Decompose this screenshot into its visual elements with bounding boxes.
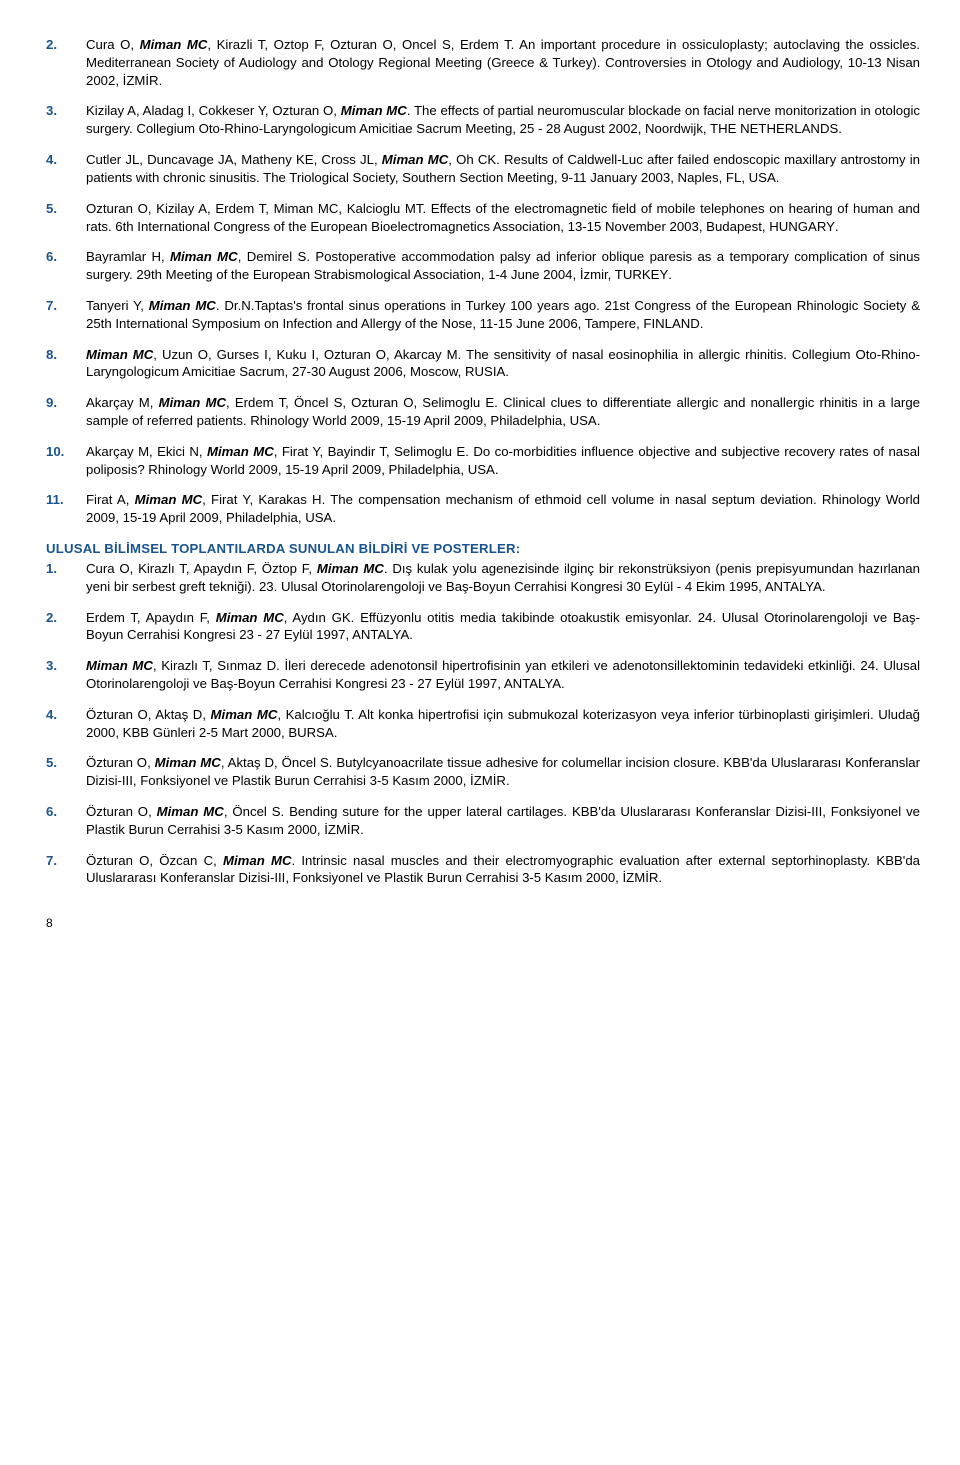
intl-entry: 5.Ozturan O, Kizilay A, Erdem T, Miman M… [46, 200, 920, 236]
section-header-national: ULUSAL BİLİMSEL TOPLANTILARDA SUNULAN Bİ… [46, 540, 920, 558]
entry-text: Ozturan O, Kizilay A, Erdem T, Miman MC,… [86, 200, 920, 236]
national-entry: 5.Özturan O, Miman MC, Aktaş D, Öncel S.… [46, 754, 920, 790]
intl-entry: 9.Akarçay M, Miman MC, Erdem T, Öncel S,… [46, 394, 920, 430]
intl-entry: 7.Tanyeri Y, Miman MC. Dr.N.Taptas's fro… [46, 297, 920, 333]
intl-entry: 10.Akarçay M, Ekici N, Miman MC, Firat Y… [46, 443, 920, 479]
entry-text: Cutler JL, Duncavage JA, Matheny KE, Cro… [86, 151, 920, 187]
entry-text: Özturan O, Miman MC, Öncel S. Bending su… [86, 803, 920, 839]
entry-text: Erdem T, Apaydın F, Miman MC, Aydın GK. … [86, 609, 920, 645]
intl-entry: 8.Miman MC, Uzun O, Gurses I, Kuku I, Oz… [46, 346, 920, 382]
entry-text: Firat A, Miman MC, Firat Y, Karakas H. T… [86, 491, 920, 527]
entry-text: Kizilay A, Aladag I, Cokkeser Y, Ozturan… [86, 102, 920, 138]
intl-entry: 6.Bayramlar H, Miman MC, Demirel S. Post… [46, 248, 920, 284]
entry-text: Tanyeri Y, Miman MC. Dr.N.Taptas's front… [86, 297, 920, 333]
entry-number: 8. [46, 346, 86, 382]
entry-number: 5. [46, 754, 86, 790]
entry-text: Bayramlar H, Miman MC, Demirel S. Postop… [86, 248, 920, 284]
entry-number: 10. [46, 443, 86, 479]
national-entry: 2.Erdem T, Apaydın F, Miman MC, Aydın GK… [46, 609, 920, 645]
entry-number: 5. [46, 200, 86, 236]
entry-number: 4. [46, 151, 86, 187]
entry-text: Akarçay M, Ekici N, Miman MC, Firat Y, B… [86, 443, 920, 479]
national-publications-list: 1.Cura O, Kirazlı T, Apaydın F, Öztop F,… [46, 560, 920, 887]
entry-number: 7. [46, 297, 86, 333]
national-entry: 6.Özturan O, Miman MC, Öncel S. Bending … [46, 803, 920, 839]
entry-text: Özturan O, Özcan C, Miman MC. Intrinsic … [86, 852, 920, 888]
entry-number: 4. [46, 706, 86, 742]
entry-text: Cura O, Kirazlı T, Apaydın F, Öztop F, M… [86, 560, 920, 596]
entry-number: 2. [46, 609, 86, 645]
entry-text: Akarçay M, Miman MC, Erdem T, Öncel S, O… [86, 394, 920, 430]
national-entry: 3.Miman MC, Kirazlı T, Sınmaz D. İleri d… [46, 657, 920, 693]
intl-entry: 3.Kizilay A, Aladag I, Cokkeser Y, Oztur… [46, 102, 920, 138]
intl-entry: 2.Cura O, Miman MC, Kirazli T, Oztop F, … [46, 36, 920, 89]
intl-entry: 11.Firat A, Miman MC, Firat Y, Karakas H… [46, 491, 920, 527]
entry-text: Miman MC, Uzun O, Gurses I, Kuku I, Oztu… [86, 346, 920, 382]
intl-entry: 4.Cutler JL, Duncavage JA, Matheny KE, C… [46, 151, 920, 187]
entry-text: Özturan O, Aktaş D, Miman MC, Kalcıoğlu … [86, 706, 920, 742]
entry-text: Özturan O, Miman MC, Aktaş D, Öncel S. B… [86, 754, 920, 790]
national-entry: 7.Özturan O, Özcan C, Miman MC. Intrinsi… [46, 852, 920, 888]
entry-number: 11. [46, 491, 86, 527]
entry-number: 9. [46, 394, 86, 430]
entry-text: Cura O, Miman MC, Kirazli T, Oztop F, Oz… [86, 36, 920, 89]
national-entry: 1.Cura O, Kirazlı T, Apaydın F, Öztop F,… [46, 560, 920, 596]
entry-number: 6. [46, 248, 86, 284]
international-publications-list: 2.Cura O, Miman MC, Kirazli T, Oztop F, … [46, 36, 920, 527]
entry-number: 3. [46, 102, 86, 138]
entry-number: 2. [46, 36, 86, 89]
page-number: 8 [46, 915, 920, 931]
entry-number: 1. [46, 560, 86, 596]
national-entry: 4.Özturan O, Aktaş D, Miman MC, Kalcıoğl… [46, 706, 920, 742]
entry-number: 7. [46, 852, 86, 888]
entry-number: 3. [46, 657, 86, 693]
entry-text: Miman MC, Kirazlı T, Sınmaz D. İleri der… [86, 657, 920, 693]
entry-number: 6. [46, 803, 86, 839]
